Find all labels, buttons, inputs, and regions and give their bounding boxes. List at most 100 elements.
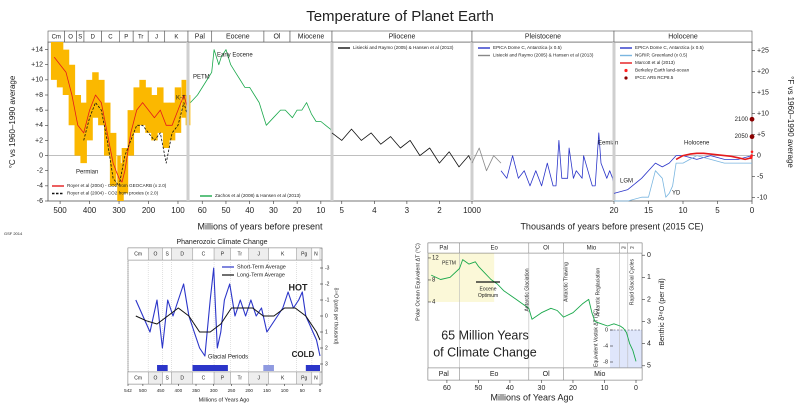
glacial-period <box>157 365 168 371</box>
legend-label: Royer et al (2004) - CO2 from GEOCARB (x… <box>67 183 167 188</box>
y2-tick-label: +10 <box>757 110 769 117</box>
period-label: K <box>281 251 285 257</box>
x-tick-label: 200 <box>142 206 156 215</box>
y3-tick-label: -4 <box>603 343 608 349</box>
era-label: Ol <box>543 246 549 252</box>
y-tick-label: -4 <box>37 183 43 190</box>
y-tick-label: +2 <box>35 137 43 144</box>
period-label: N <box>314 375 318 381</box>
annotation: Eemian <box>598 141 618 147</box>
annotation: K-T <box>176 96 186 102</box>
era-label: Pliocene <box>389 34 416 41</box>
x-tick-label: 200 <box>245 388 253 393</box>
era-label: Pal <box>439 246 448 252</box>
period-label: C <box>202 251 206 257</box>
glacial-period <box>263 365 274 371</box>
period-label: Cm <box>134 251 142 257</box>
y3-tick-label: -8 <box>603 359 608 365</box>
series-line <box>53 56 189 183</box>
y2-tick-label: +5 <box>757 131 765 138</box>
period-label: Tr <box>237 251 242 257</box>
era-label: Ol <box>543 371 550 378</box>
legend-swatch <box>624 68 628 73</box>
period-label: P <box>221 251 225 257</box>
y3-tick-label: 0 <box>605 327 608 333</box>
era-label: Mio <box>587 246 597 252</box>
y2-tick-label: 4 <box>432 300 436 306</box>
chart-title: Temperature of Planet Earth <box>306 8 494 25</box>
era-label: K <box>174 34 178 40</box>
y2-tick-label: 8 <box>432 278 436 284</box>
data-point <box>750 154 753 157</box>
series-line <box>613 155 753 194</box>
legend-label: EPICA Dome C, Antarctica (x 0.5) <box>635 45 704 50</box>
y-tick-label: 0 <box>39 152 43 159</box>
era-label: Holocene <box>668 34 698 41</box>
y-tick-label: -2 <box>325 281 330 287</box>
glacial-period <box>305 365 320 371</box>
era-label: Mio <box>594 371 605 378</box>
point-label: 2100 <box>735 117 749 123</box>
series-line <box>500 132 615 194</box>
series-line <box>614 155 752 202</box>
y2-tick-label: +25 <box>757 47 769 54</box>
y2-tick-label: -5 <box>757 173 763 180</box>
glacial-label: Glacial Periods <box>208 355 248 361</box>
annotation: YD <box>672 191 681 197</box>
annotation: Rapid Glacial Cycles <box>629 258 635 305</box>
period-label: J <box>257 251 260 257</box>
series-line <box>675 152 752 161</box>
period-label: J <box>257 375 260 381</box>
y-tick-label: 4 <box>647 341 651 348</box>
x-tick-label: 1000 <box>463 206 481 215</box>
era-label: Ol <box>273 34 280 41</box>
x-tick-label: 20 <box>569 385 577 392</box>
series-line <box>135 307 321 341</box>
era-label: S <box>78 34 82 40</box>
era-label: C <box>108 34 113 40</box>
panel-break <box>470 42 474 201</box>
period-label: Tr <box>237 375 242 381</box>
y-tick-label: +4 <box>35 122 43 129</box>
y2-tick-label: +15 <box>757 89 769 96</box>
y-tick-label: +10 <box>31 77 43 84</box>
x-tick-label: 400 <box>174 388 182 393</box>
y-tick-label: +8 <box>35 92 43 99</box>
x-tick-label: 10 <box>601 385 609 392</box>
period-label: Pg <box>301 251 307 257</box>
glacial-period <box>192 365 228 371</box>
y-tick-label: 1 <box>325 329 328 335</box>
x-tick-label: 50 <box>300 388 306 393</box>
y3-axis-title: Equivalent Vostok ΔT (°C) <box>593 309 599 367</box>
annotation: Early Eocene <box>217 53 253 59</box>
legend-label: Zachos et al (2008) & Hansen et al (2013… <box>215 193 301 198</box>
y-tick-label: 3 <box>325 361 328 367</box>
era-label: Pal <box>439 371 450 378</box>
x-tick-label: 20 <box>293 206 302 215</box>
y2-axis-title: Polar Ocean Equivalent ΔT (°C) <box>415 243 421 321</box>
x-tick-label: 450 <box>157 388 165 393</box>
series-line <box>471 147 502 172</box>
series-line <box>431 259 637 362</box>
era-label: Pli <box>621 245 626 250</box>
period-label: Pg <box>301 375 307 381</box>
y-tick-label: 5 <box>647 363 651 370</box>
era-label: Eocene <box>226 34 250 41</box>
panel-break <box>612 42 616 201</box>
legend-swatch <box>624 76 628 80</box>
era-label: P <box>124 34 128 40</box>
y2-tick-label: 12 <box>432 256 439 262</box>
x-tick-label: 60 <box>443 385 451 392</box>
x-tick-label: 50 <box>475 385 483 392</box>
x-tick-label: 5 <box>340 206 345 215</box>
x-axis-title: Millions of Years Ago <box>490 392 573 402</box>
y-axis-title: °C vs 1960–1990 average <box>8 75 17 168</box>
x-tick-label: 30 <box>538 385 546 392</box>
x-tick-label: 500 <box>53 206 67 215</box>
y-tick-label: 2 <box>647 296 651 303</box>
y2-axis-title: °F vs 1960–1990 average <box>786 76 795 168</box>
period-label: Cm <box>134 375 142 381</box>
y-tick-label: +14 <box>31 46 43 53</box>
chart-title: Phanerozoic Climate Change <box>176 239 267 246</box>
x-tick-label: 15 <box>644 206 653 215</box>
